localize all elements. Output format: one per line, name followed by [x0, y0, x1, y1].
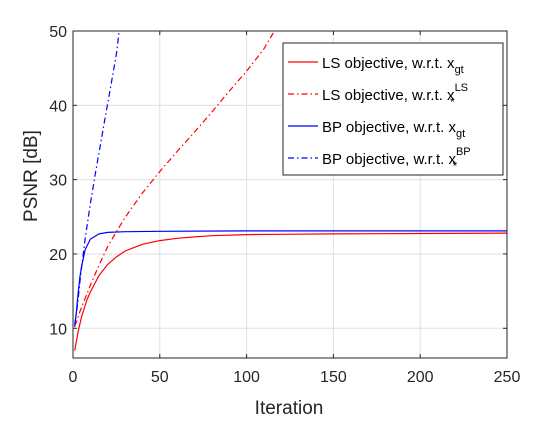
y-tick-label: 20 [49, 247, 67, 264]
legend: LS objective, w.r.t. xgt LS objective, w.… [282, 42, 504, 176]
y-tick-label: 30 [49, 173, 67, 190]
series-line-2 [74, 31, 275, 327]
axes-box [72, 30, 508, 359]
x-tick-label: 0 [69, 369, 78, 386]
legend-label-2: LS objective, w.r.t. xLS * [322, 82, 468, 109]
y-tick-label: 40 [49, 98, 67, 115]
y-tick-label: 50 [49, 24, 67, 41]
tick-labels: 0 50 100 150 200 250 10 20 30 40 50 [49, 24, 520, 386]
legend-label-4: BP objective, w.r.t. xBP * [322, 146, 471, 173]
series-line-1 [74, 232, 507, 351]
legend-box [282, 42, 504, 176]
plot-area [74, 31, 507, 351]
x-tick-label: 150 [320, 369, 347, 386]
y-tick-label: 10 [49, 321, 67, 338]
x-tick-label: 200 [407, 369, 434, 386]
x-tick-label: 100 [233, 369, 260, 386]
legend-label-1: LS objective, w.r.t. xgt [322, 55, 464, 76]
x-axis-label: Iteration [255, 398, 324, 419]
y-axis-label: PSNR [dB] [21, 130, 42, 222]
axes-frame [72, 30, 508, 359]
x-tick-label: 50 [151, 369, 169, 386]
x-tick-label: 250 [494, 369, 521, 386]
legend-label-3: BP objective, w.r.t. xgt [322, 119, 465, 140]
